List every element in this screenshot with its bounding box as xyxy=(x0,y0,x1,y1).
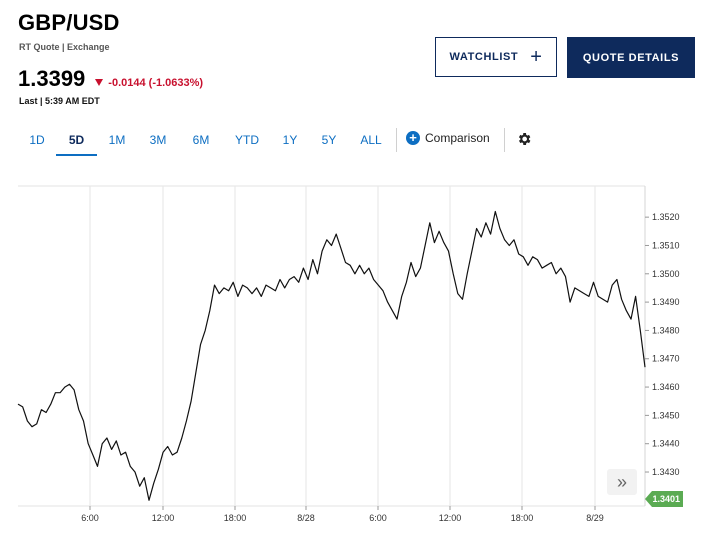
change-value: -0.0144 (-1.0633%) xyxy=(108,76,204,89)
tab-3m[interactable]: 3M xyxy=(149,133,167,147)
add-circle-icon: + xyxy=(406,131,420,145)
quote-source: RT Quote | Exchange xyxy=(19,42,110,52)
y-tick-label: 1.3440 xyxy=(652,439,680,449)
double-chevron-right-icon: » xyxy=(616,471,627,492)
y-tick-label: 1.3490 xyxy=(652,297,680,307)
x-tick-label: 12:00 xyxy=(439,513,462,523)
x-tick-label: 18:00 xyxy=(224,513,247,523)
x-tick-label: 6:00 xyxy=(369,513,387,523)
tab-5y[interactable]: 5Y xyxy=(321,133,337,147)
divider xyxy=(396,128,397,152)
last-price: 1.3399 xyxy=(18,66,86,91)
down-arrow-icon xyxy=(95,79,104,86)
last-updated: Last | 5:39 AM EDT xyxy=(19,96,100,106)
x-tick-label: 6:00 xyxy=(81,513,99,523)
x-tick-label: 18:00 xyxy=(511,513,534,523)
y-tick-label: 1.3460 xyxy=(652,382,680,392)
plus-icon: + xyxy=(530,46,543,68)
quote-details-button[interactable]: QUOTE DETAILS xyxy=(567,37,695,78)
watchlist-button[interactable]: WATCHLIST + xyxy=(435,37,557,77)
comparison-button[interactable]: + Comparison xyxy=(406,131,490,145)
range-tabs: 1D 5D 1M 3M 6M YTD 1Y 5Y ALL + Compariso… xyxy=(18,126,578,156)
price-change: -0.0144 (-1.0633%) xyxy=(95,77,203,89)
tab-1d[interactable]: 1D xyxy=(29,133,45,147)
chart-grid xyxy=(18,185,646,507)
divider xyxy=(504,128,505,152)
tab-all[interactable]: ALL xyxy=(360,133,382,147)
y-axis: 1.3520 1.3510 1.3500 1.3490 1.3480 1.3470 1.34… xyxy=(645,212,680,477)
x-tick-label: 8/29 xyxy=(586,513,604,523)
y-tick-label: 1.3520 xyxy=(652,212,680,222)
gear-icon[interactable] xyxy=(516,131,532,147)
y-tick-label: 1.3480 xyxy=(652,325,680,335)
y-tick-label: 1.3450 xyxy=(652,410,680,420)
x-tick-label: 12:00 xyxy=(152,513,175,523)
tab-ytd[interactable]: YTD xyxy=(235,133,259,147)
symbol-title: GBP/USD xyxy=(18,10,120,35)
watchlist-label: WATCHLIST xyxy=(449,51,519,63)
tab-1m[interactable]: 1M xyxy=(108,133,126,147)
x-axis: 6:00 12:00 18:00 8/28 6:00 12:00 18:00 8/29 xyxy=(81,506,604,523)
x-tick-label: 8/28 xyxy=(297,513,315,523)
tab-6m[interactable]: 6M xyxy=(192,133,210,147)
comparison-label: Comparison xyxy=(425,131,490,145)
y-tick-label: 1.3470 xyxy=(652,354,680,364)
tab-5d[interactable]: 5D xyxy=(56,126,97,156)
price-chart[interactable]: 1.3520 1.3510 1.3500 1.3490 1.3480 1.3470 1.34… xyxy=(0,176,708,546)
tab-1y[interactable]: 1Y xyxy=(282,133,298,147)
y-tick-label: 1.3500 xyxy=(652,269,680,279)
y-tick-label: 1.3510 xyxy=(652,240,680,250)
y-tick-label: 1.3430 xyxy=(652,467,680,477)
price-row: 1.3399 -0.0144 (-1.0633%) xyxy=(18,66,203,92)
scroll-forward-button[interactable]: » xyxy=(607,469,637,495)
price-line xyxy=(17,210,646,501)
last-value-tag: 1.3401 xyxy=(645,491,683,507)
